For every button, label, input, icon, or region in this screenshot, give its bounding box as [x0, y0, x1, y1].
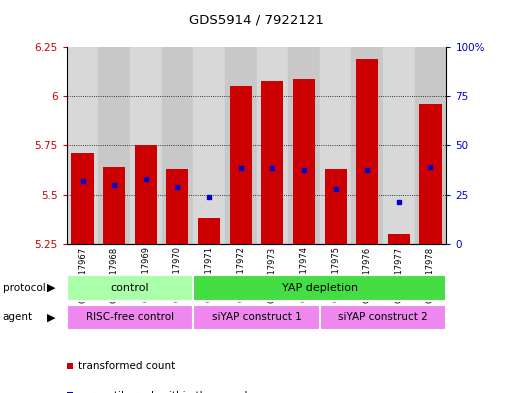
- Bar: [135, 145, 157, 244]
- Bar: [388, 234, 410, 244]
- Bar: [198, 218, 220, 244]
- Text: protocol: protocol: [3, 283, 45, 293]
- Bar: [325, 169, 347, 244]
- Text: ▶: ▶: [47, 312, 56, 322]
- Bar: [67, 275, 193, 301]
- Text: transformed count: transformed count: [78, 361, 176, 371]
- Bar: [130, 47, 162, 244]
- Bar: [225, 47, 256, 244]
- Bar: [351, 47, 383, 244]
- Bar: [230, 86, 252, 244]
- Text: siYAP construct 1: siYAP construct 1: [212, 312, 301, 322]
- Text: GDS5914 / 7922121: GDS5914 / 7922121: [189, 14, 324, 27]
- Bar: [256, 47, 288, 244]
- Bar: [166, 169, 188, 244]
- Bar: [193, 275, 446, 301]
- Text: agent: agent: [3, 312, 33, 322]
- Text: RISC-free control: RISC-free control: [86, 312, 174, 322]
- Text: YAP depletion: YAP depletion: [282, 283, 358, 293]
- Bar: [71, 153, 93, 244]
- Text: ▶: ▶: [47, 283, 56, 293]
- Bar: [67, 47, 98, 244]
- Bar: [293, 79, 315, 244]
- Bar: [67, 305, 193, 330]
- Text: control: control: [111, 283, 149, 293]
- Text: percentile rank within the sample: percentile rank within the sample: [78, 391, 254, 393]
- Bar: [320, 47, 351, 244]
- Bar: [193, 305, 320, 330]
- Bar: [261, 81, 283, 244]
- Bar: [320, 305, 446, 330]
- Bar: [383, 47, 415, 244]
- Bar: [420, 104, 442, 244]
- Bar: [288, 47, 320, 244]
- Bar: [103, 167, 125, 244]
- Bar: [162, 47, 193, 244]
- Text: siYAP construct 2: siYAP construct 2: [338, 312, 428, 322]
- Bar: [356, 59, 378, 244]
- Bar: [193, 47, 225, 244]
- Bar: [415, 47, 446, 244]
- Bar: [98, 47, 130, 244]
